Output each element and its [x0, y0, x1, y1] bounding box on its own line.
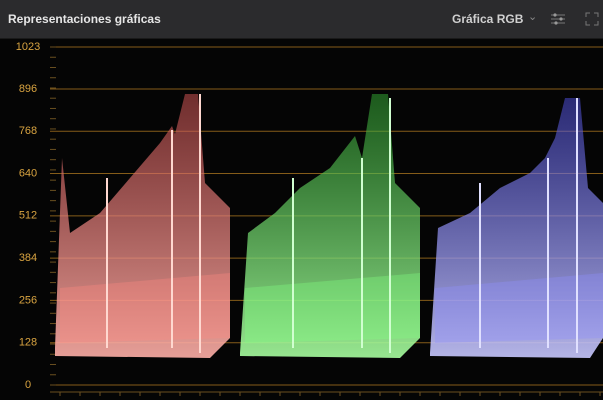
waveform-blue — [430, 98, 603, 358]
y-tick-label: 0 — [25, 379, 31, 391]
panel-header: Representaciones gráficas Gráfica RGB ⌄ — [0, 0, 603, 39]
mode-dropdown[interactable]: Gráfica RGB — [452, 12, 524, 26]
rgb-parade: 1023 896 768 640 512 384 256 128 0 — [16, 41, 603, 396]
y-tick-label: 640 — [19, 167, 37, 179]
y-tick-label: 896 — [19, 83, 37, 95]
y-tick-label: 1023 — [16, 41, 40, 53]
y-tick-label: 768 — [19, 125, 37, 137]
waveform-green — [240, 94, 420, 358]
panel-title: Representaciones gráficas — [8, 12, 161, 26]
dropdown-caret[interactable]: ⌄ — [528, 11, 538, 23]
waveform-red — [55, 94, 230, 358]
settings-icon[interactable] — [550, 12, 566, 26]
y-tick-label: 384 — [19, 252, 37, 264]
y-tick-label: 256 — [19, 294, 37, 306]
y-tick-label: 512 — [19, 210, 37, 222]
expand-icon[interactable] — [585, 12, 599, 26]
y-tick-label: 128 — [19, 337, 37, 349]
